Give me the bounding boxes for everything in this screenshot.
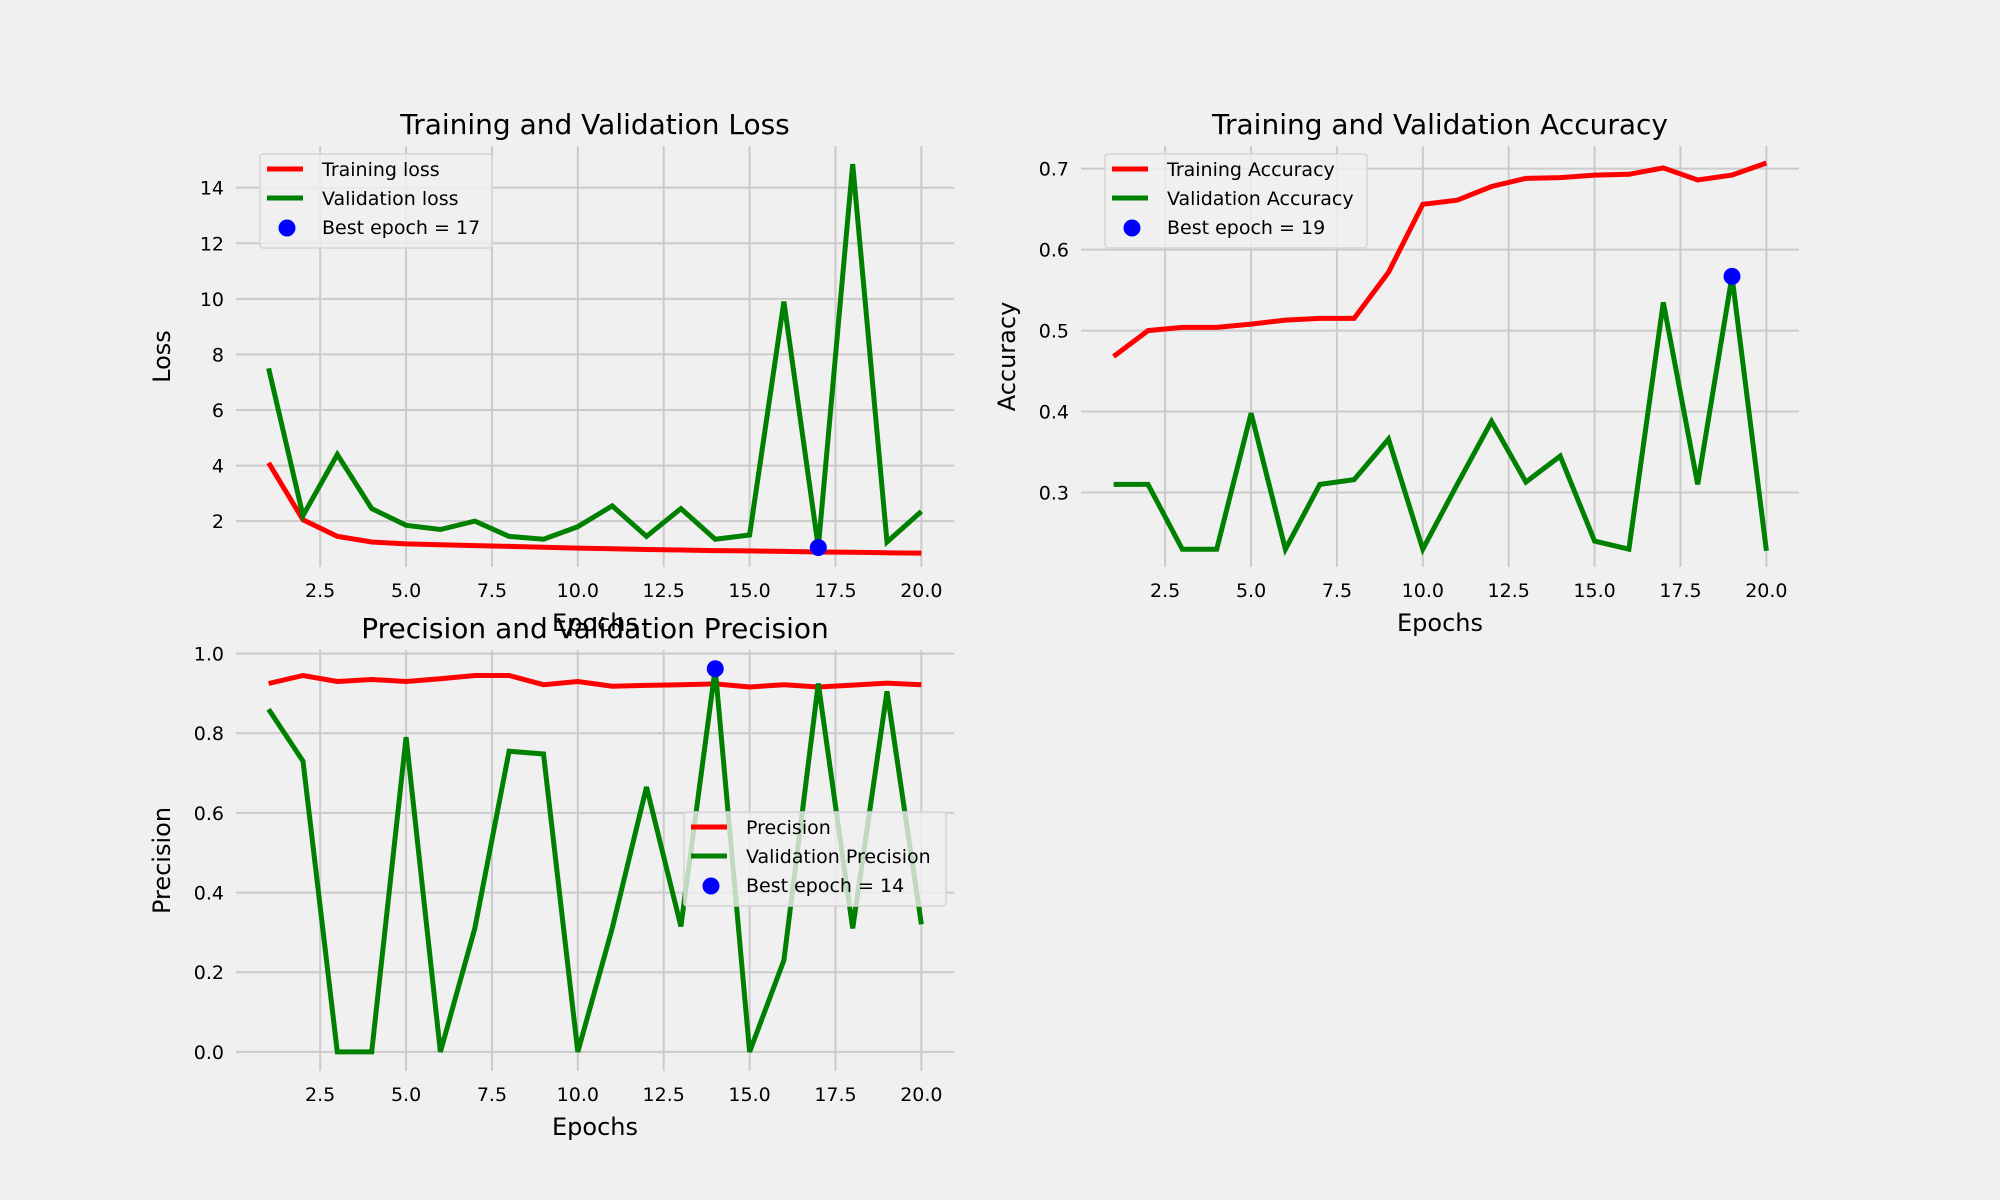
chart-title: Training and Validation Accuracy xyxy=(1211,108,1668,141)
x-tick-label: 17.5 xyxy=(814,1084,856,1106)
best-epoch-marker xyxy=(809,539,827,557)
series-line-validation xyxy=(266,163,924,548)
x-tick-label: 20.0 xyxy=(900,1084,942,1106)
y-tick-label: 0.4 xyxy=(194,883,224,905)
series-line-training xyxy=(268,672,922,690)
y-tick-label: 14 xyxy=(200,178,224,200)
y-tick-label: 0.2 xyxy=(194,962,224,984)
x-tick-label: 20.0 xyxy=(900,580,942,602)
series-line-training xyxy=(1112,160,1768,359)
y-tick-label: 6 xyxy=(212,400,224,422)
chart-title: Training and Validation Loss xyxy=(399,108,790,141)
x-axis-label: Epochs xyxy=(1397,609,1483,637)
x-tick-label: 2.5 xyxy=(305,580,335,602)
x-tick-label: 5.0 xyxy=(391,1084,421,1106)
y-tick-label: 0.7 xyxy=(1039,159,1069,181)
x-tick-label: 7.5 xyxy=(477,580,507,602)
legend-marker xyxy=(278,219,296,237)
y-axis-label: Precision xyxy=(148,807,176,914)
legend-label: Precision xyxy=(746,817,831,839)
x-tick-label: 2.5 xyxy=(305,1084,335,1106)
y-tick-label: 0.4 xyxy=(1039,402,1069,424)
x-tick-label: 15.0 xyxy=(728,580,770,602)
chart-panel-3: 2.5 5.0 7.5 10.0 12.5 15.0 17.5 20.0 0.0 0.2 0.4 0.… xyxy=(148,612,954,1141)
legend-label: Best epoch = 19 xyxy=(1167,217,1325,239)
y-tick-label: 0.8 xyxy=(194,723,224,745)
y-tick-label: 0.6 xyxy=(194,803,224,825)
y-tick-label: 0.3 xyxy=(1039,483,1069,505)
legend-label: Best epoch = 14 xyxy=(746,875,904,897)
x-tick-label: 15.0 xyxy=(1573,580,1615,602)
best-epoch-marker xyxy=(706,660,724,678)
legend-label: Validation Precision xyxy=(746,846,931,868)
y-tick-label: 8 xyxy=(212,344,224,366)
chart-panel-1: 2.5 5.0 7.5 10.0 12.5 15.0 17.5 20.0 2 4 6 8 10 12 14 T… xyxy=(148,108,954,637)
y-tick-label: 4 xyxy=(212,456,224,478)
y-axis-label: Loss xyxy=(148,330,176,383)
x-tick-label: 12.5 xyxy=(643,580,685,602)
legend-marker xyxy=(1123,219,1141,237)
chart-title: Precision and Validation Precision xyxy=(361,612,829,645)
series-line-validation xyxy=(1113,275,1769,557)
x-axis-label: Epochs xyxy=(552,1113,638,1141)
y-tick-label: 12 xyxy=(200,233,224,255)
x-axis-label: Epochs xyxy=(552,609,638,637)
x-tick-label: 10.0 xyxy=(557,1084,599,1106)
legend-label: Training Accuracy xyxy=(1166,159,1335,181)
legend-label: Validation Accuracy xyxy=(1167,188,1354,210)
y-tick-label: 0.0 xyxy=(194,1042,224,1064)
x-tick-label: 2.5 xyxy=(1150,580,1180,602)
y-tick-label: 2 xyxy=(212,511,224,533)
legend-box xyxy=(1104,153,1368,249)
best-epoch-marker xyxy=(1723,267,1741,285)
legend-box xyxy=(259,153,493,249)
legend: Training Accuracy Validation Accuracy Best… xyxy=(1104,153,1368,249)
legend-box xyxy=(683,811,947,907)
legend-label: Training loss xyxy=(321,159,440,181)
y-tick-label: 1.0 xyxy=(194,644,224,666)
legend-label: Validation loss xyxy=(322,188,459,210)
x-tick-label: 10.0 xyxy=(1402,580,1444,602)
y-tick-label: 10 xyxy=(200,289,224,311)
x-tick-label: 17.5 xyxy=(814,580,856,602)
legend: Precision Validation Precision Best epoch … xyxy=(683,811,947,907)
legend-marker xyxy=(702,877,720,895)
x-tick-label: 12.5 xyxy=(1488,580,1530,602)
y-axis-label: Accuracy xyxy=(993,302,1021,412)
y-tick-label: 0.6 xyxy=(1039,240,1069,262)
x-tick-label: 10.0 xyxy=(557,580,599,602)
x-tick-label: 5.0 xyxy=(1236,580,1266,602)
x-tick-label: 12.5 xyxy=(643,1084,685,1106)
x-tick-label: 5.0 xyxy=(391,580,421,602)
y-tick-label: 0.5 xyxy=(1039,321,1069,343)
series-line-validation xyxy=(266,668,924,1055)
x-tick-label: 7.5 xyxy=(477,1084,507,1106)
chart-panel-2: 2.5 5.0 7.5 10.0 12.5 15.0 17.5 20.0 0.3 0.4 0.5 0.… xyxy=(993,108,1799,637)
x-tick-label: 20.0 xyxy=(1745,580,1787,602)
x-tick-label: 7.5 xyxy=(1322,580,1352,602)
legend: Training loss Validation loss Best epoch =… xyxy=(259,153,493,249)
x-tick-label: 15.0 xyxy=(728,1084,770,1106)
legend-label: Best epoch = 17 xyxy=(322,217,480,239)
x-tick-label: 17.5 xyxy=(1659,580,1701,602)
